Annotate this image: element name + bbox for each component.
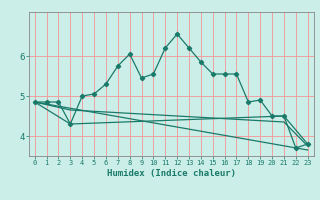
X-axis label: Humidex (Indice chaleur): Humidex (Indice chaleur) <box>107 169 236 178</box>
